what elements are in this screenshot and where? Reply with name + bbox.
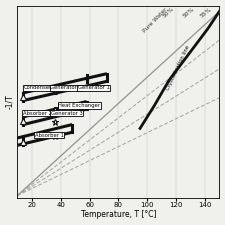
Text: 50%: 50% [162,7,175,19]
Text: Pure Water: Pure Water [142,7,168,33]
Text: 55%: 55% [199,7,213,18]
Text: Generator 3: Generator 3 [51,110,82,116]
Text: Generator 2: Generator 2 [50,85,82,90]
Text: Generator 1: Generator 1 [78,85,110,90]
Y-axis label: -1/T: -1/T [6,94,15,109]
Text: Absorber 1: Absorber 1 [35,133,64,138]
Text: Condenser: Condenser [23,85,52,90]
Text: Absorber 2: Absorber 2 [23,110,52,116]
Text: Heat Exchanger: Heat Exchanger [58,103,101,108]
Text: 50%: 50% [182,7,196,19]
Text: Crystallization line: Crystallization line [166,45,191,91]
X-axis label: Temperature, T [°C]: Temperature, T [°C] [81,210,156,219]
